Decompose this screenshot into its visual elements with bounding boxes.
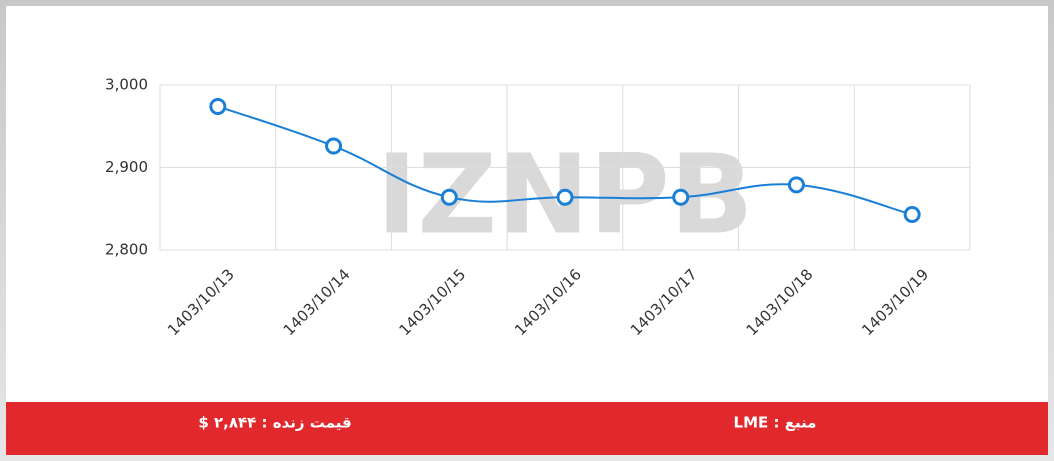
- point: [556, 188, 574, 206]
- footer-bar: [6, 402, 1048, 455]
- point: [787, 176, 805, 194]
- y-tick-label: 2,900: [105, 158, 148, 176]
- point: [325, 137, 343, 155]
- point: [440, 188, 458, 206]
- y-tick-label: 2,800: [105, 241, 148, 259]
- panel: [6, 6, 1048, 455]
- point: [209, 97, 227, 115]
- footer-price: قیمت زنده : ۲,۸۴۴ $: [198, 414, 351, 432]
- y-tick-label: 3,000: [105, 76, 148, 94]
- point: [672, 188, 690, 206]
- footer-source: منبع : LME: [734, 414, 817, 432]
- point: [903, 206, 921, 224]
